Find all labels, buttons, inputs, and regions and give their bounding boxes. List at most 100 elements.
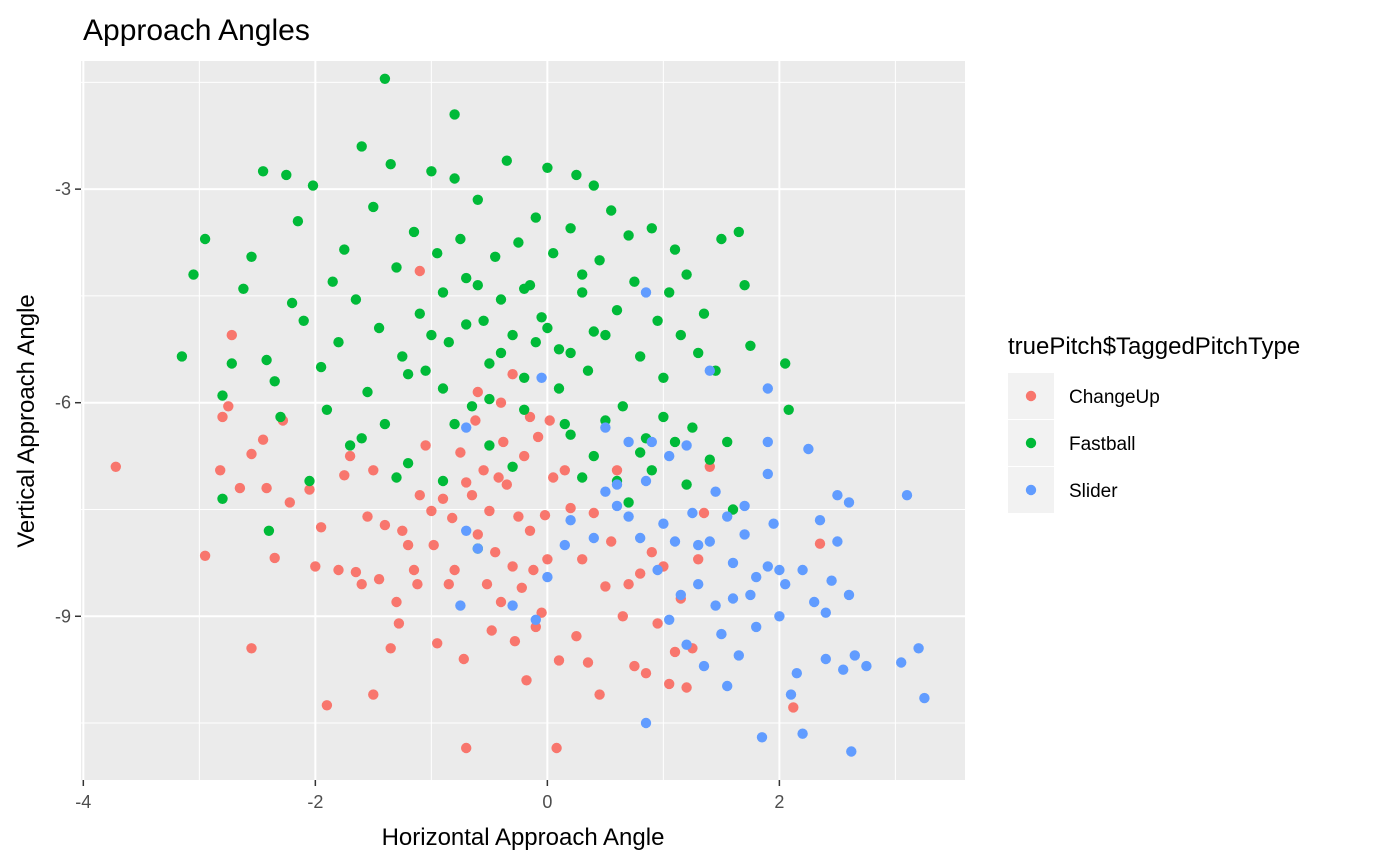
data-point (449, 564, 460, 576)
data-point (832, 536, 843, 547)
data-point (687, 422, 698, 433)
data-point (762, 468, 773, 480)
data-point (675, 589, 686, 601)
data-point (901, 490, 913, 501)
data-point (455, 600, 466, 611)
data-point (486, 625, 497, 636)
data-point (217, 493, 228, 504)
data-point (519, 450, 530, 462)
data-point (284, 497, 295, 508)
data-point (553, 344, 565, 355)
data-point (257, 434, 269, 445)
data-point (588, 180, 599, 191)
data-point (600, 422, 611, 433)
data-point (263, 525, 275, 536)
data-point (646, 436, 657, 448)
data-point (693, 579, 704, 590)
data-point (739, 529, 750, 540)
data-point (536, 372, 547, 383)
y-tick-label: -6 (55, 393, 71, 413)
data-point (368, 689, 379, 700)
series-fastball (176, 73, 794, 554)
data-point (693, 347, 704, 359)
data-point (542, 554, 553, 565)
data-point (745, 340, 756, 351)
x-axis-title: Horizontal Approach Angle (382, 824, 665, 851)
data-point (756, 732, 768, 743)
data-point (501, 479, 512, 490)
data-point (652, 618, 663, 629)
data-point (513, 511, 524, 522)
data-point (577, 287, 588, 298)
data-point (640, 668, 652, 679)
data-point (217, 390, 228, 401)
data-point (509, 636, 521, 647)
data-point (698, 507, 710, 519)
y-axis: -3 -6 -9 (55, 179, 81, 626)
data-point (521, 675, 532, 686)
data-point (246, 448, 257, 460)
panel-background (81, 61, 965, 780)
data-point (391, 596, 402, 608)
data-point (693, 554, 704, 565)
data-point (588, 326, 599, 337)
data-point (484, 393, 495, 405)
data-point (571, 169, 582, 181)
data-point (298, 315, 309, 326)
data-point (472, 386, 483, 398)
data-point (565, 429, 576, 440)
data-point (646, 465, 657, 476)
legend-label-changeup: ChangeUp (1069, 387, 1160, 408)
data-point (530, 337, 541, 348)
data-point (315, 522, 327, 533)
data-point (559, 465, 570, 476)
data-point (623, 230, 634, 241)
data-point (379, 519, 391, 531)
data-point (826, 575, 837, 586)
x-tick-label: -4 (75, 792, 91, 812)
data-point (611, 479, 623, 490)
data-point (437, 493, 449, 504)
legend-label-slider: Slider (1069, 481, 1118, 502)
data-point (611, 500, 623, 512)
data-point (553, 383, 565, 394)
data-point (797, 728, 808, 739)
data-point (350, 294, 362, 305)
data-point (333, 564, 344, 576)
data-point (257, 166, 269, 177)
data-point (710, 600, 721, 611)
data-point (814, 515, 826, 526)
data-point (217, 411, 228, 423)
data-point (339, 244, 350, 255)
data-point (368, 201, 379, 213)
x-tick-label: -2 (307, 792, 323, 812)
data-point (472, 194, 483, 205)
data-point (393, 618, 405, 629)
data-point (577, 472, 588, 483)
data-point (635, 351, 646, 362)
data-point (408, 564, 420, 576)
data-point (379, 418, 391, 430)
data-point (791, 668, 802, 679)
data-point (751, 621, 762, 633)
data-point (606, 536, 617, 547)
data-point (507, 329, 518, 341)
data-point (675, 329, 686, 341)
data-point (402, 458, 414, 469)
data-point (238, 283, 249, 294)
data-point (356, 433, 367, 444)
data-point (623, 579, 634, 590)
data-point (461, 272, 472, 284)
data-point (664, 678, 675, 690)
data-point (681, 479, 692, 490)
data-point (832, 490, 843, 501)
data-point (321, 404, 333, 415)
data-point (246, 251, 257, 262)
data-point (461, 422, 472, 433)
data-point (530, 614, 541, 625)
data-point (524, 411, 536, 423)
data-point (658, 372, 669, 383)
data-point (606, 205, 617, 216)
data-point (470, 415, 481, 426)
